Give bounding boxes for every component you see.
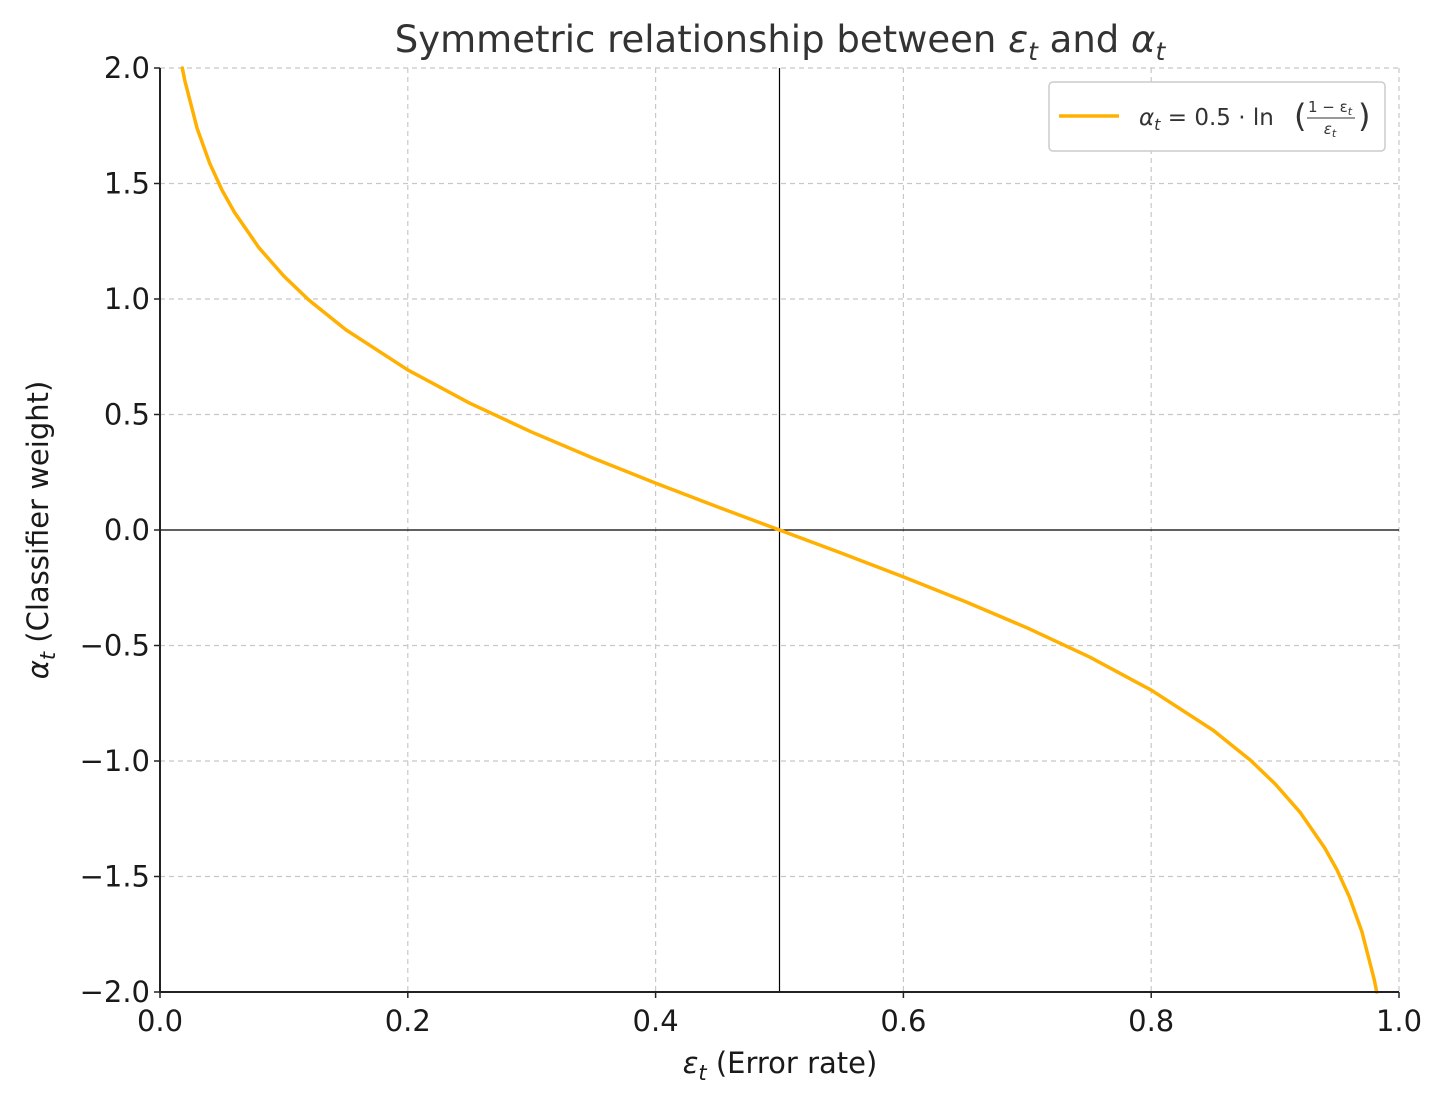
y-tick-label: 0.0 — [104, 513, 150, 547]
y-tick-label: 2.0 — [104, 51, 150, 85]
x-tick-label: 0.4 — [633, 1004, 679, 1038]
legend-denominator: εt — [1324, 120, 1337, 140]
series-line — [180, 66, 1379, 994]
x-tick-label: 0.0 — [137, 1004, 183, 1038]
x-ticks: 0.0 0.2 0.4 0.6 0.8 1.0 — [137, 992, 1422, 1038]
x-tick-label: 0.6 — [880, 1004, 926, 1038]
x-axis-label: εt (Error rate) — [683, 1046, 878, 1085]
x-tick-label: 1.0 — [1376, 1004, 1422, 1038]
y-tick-label: −1.5 — [80, 860, 150, 894]
y-tick-label: 1.5 — [104, 167, 150, 201]
legend-paren-right: ) — [1358, 97, 1370, 135]
y-tick-label: −0.5 — [80, 629, 150, 663]
x-tick-label: 0.2 — [385, 1004, 431, 1038]
legend-lhs: αt = 0.5 · ln — [1139, 105, 1274, 134]
legend-paren-left: ( — [1294, 97, 1306, 135]
y-ticks: −2.0 −1.5 −1.0 −0.5 0.0 0.5 1.0 1.5 2.0 — [80, 51, 160, 1009]
legend-numerator: 1 − εt — [1308, 98, 1353, 118]
y-tick-label: 0.5 — [104, 398, 150, 432]
legend: αt = 0.5 · ln ( 1 − εt εt ) — [1048, 81, 1386, 152]
y-tick-label: −2.0 — [80, 975, 150, 1009]
chart-title: Symmetric relationship between εt and αt — [395, 18, 1167, 66]
y-axis-label: αt (Classifier weight) — [21, 381, 60, 680]
legend-box — [1048, 81, 1386, 152]
y-tick-label: 1.0 — [104, 282, 150, 316]
series-group — [180, 66, 1379, 994]
x-tick-label: 0.8 — [1128, 1004, 1174, 1038]
y-tick-label: −1.0 — [80, 744, 150, 778]
